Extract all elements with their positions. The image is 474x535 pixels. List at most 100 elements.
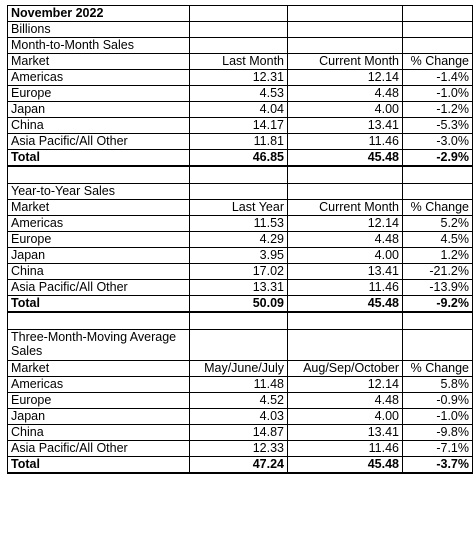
market-cell: China xyxy=(7,263,190,280)
market-cell: Asia Pacific/All Other xyxy=(7,279,190,296)
market-cell: Japan xyxy=(7,247,190,264)
value-cell: 12.14 xyxy=(287,376,403,393)
value-cell: 4.29 xyxy=(189,231,288,248)
total-label: Total xyxy=(7,456,190,474)
value-cell: 4.48 xyxy=(287,231,403,248)
total-value: 46.85 xyxy=(189,149,288,167)
column-header: Current Month xyxy=(287,53,403,70)
change-cell: -0.9% xyxy=(402,392,473,409)
value-cell: 11.46 xyxy=(287,279,403,296)
value-cell: 13.31 xyxy=(189,279,288,296)
market-cell: Americas xyxy=(7,215,190,232)
table-row: China 14.87 13.41 -9.8% xyxy=(7,424,473,441)
value-cell: 11.81 xyxy=(189,133,288,150)
market-cell: Americas xyxy=(7,376,190,393)
total-row: Total 50.09 45.48 -9.2% xyxy=(7,295,473,313)
total-change: -2.9% xyxy=(402,149,473,167)
market-cell: Europe xyxy=(7,231,190,248)
total-change: -9.2% xyxy=(402,295,473,313)
column-header: Market xyxy=(7,360,190,377)
total-label: Total xyxy=(7,149,190,167)
value-cell: 17.02 xyxy=(189,263,288,280)
table-row: Americas 12.31 12.14 -1.4% xyxy=(7,69,473,86)
column-header: Last Month xyxy=(189,53,288,70)
column-header: Market xyxy=(7,53,190,70)
value-cell: 4.52 xyxy=(189,392,288,409)
change-cell: 5.8% xyxy=(402,376,473,393)
value-cell: 13.41 xyxy=(287,117,403,134)
column-header: % Change xyxy=(402,360,473,377)
total-value: 50.09 xyxy=(189,295,288,313)
table-row: Europe 4.52 4.48 -0.9% xyxy=(7,392,473,409)
value-cell: 13.41 xyxy=(287,424,403,441)
section-heading: Year-to-Year Sales xyxy=(7,183,190,200)
change-cell: -13.9% xyxy=(402,279,473,296)
total-row: Total 46.85 45.48 -2.9% xyxy=(7,149,473,167)
change-cell: 4.5% xyxy=(402,231,473,248)
market-cell: Japan xyxy=(7,408,190,425)
total-change: -3.7% xyxy=(402,456,473,474)
market-cell: China xyxy=(7,424,190,441)
table-row: Europe 4.29 4.48 4.5% xyxy=(7,231,473,248)
change-cell: -1.0% xyxy=(402,85,473,102)
table-row: Europe 4.53 4.48 -1.0% xyxy=(7,85,473,102)
value-cell: 12.33 xyxy=(189,440,288,457)
value-cell: 11.53 xyxy=(189,215,288,232)
change-cell: -9.8% xyxy=(402,424,473,441)
market-cell: Europe xyxy=(7,392,190,409)
value-cell: 13.41 xyxy=(287,263,403,280)
value-cell: 4.48 xyxy=(287,392,403,409)
table-row: China 17.02 13.41 -21.2% xyxy=(7,263,473,280)
change-cell: 5.2% xyxy=(402,215,473,232)
value-cell: 14.87 xyxy=(189,424,288,441)
report-title: November 2022 xyxy=(7,5,190,22)
value-cell: 14.17 xyxy=(189,117,288,134)
table-row: Americas 11.48 12.14 5.8% xyxy=(7,376,473,393)
market-cell: China xyxy=(7,117,190,134)
table-row: Asia Pacific/All Other 11.81 11.46 -3.0% xyxy=(7,133,473,150)
value-cell: 4.00 xyxy=(287,101,403,118)
section-heading: Month-to-Month Sales xyxy=(7,37,190,54)
total-value: 45.48 xyxy=(287,149,403,167)
value-cell: 12.31 xyxy=(189,69,288,86)
total-value: 47.24 xyxy=(189,456,288,474)
change-cell: -3.0% xyxy=(402,133,473,150)
units-label: Billions xyxy=(7,21,190,38)
value-cell: 4.03 xyxy=(189,408,288,425)
market-cell: Japan xyxy=(7,101,190,118)
change-cell: -7.1% xyxy=(402,440,473,457)
column-header: % Change xyxy=(402,53,473,70)
change-cell: 1.2% xyxy=(402,247,473,264)
change-cell: -21.2% xyxy=(402,263,473,280)
market-cell: Asia Pacific/All Other xyxy=(7,440,190,457)
table-row: Japan 4.04 4.00 -1.2% xyxy=(7,101,473,118)
value-cell: 3.95 xyxy=(189,247,288,264)
section-heading: Three-Month-Moving Average Sales xyxy=(7,329,190,361)
value-cell: 11.48 xyxy=(189,376,288,393)
value-cell: 4.00 xyxy=(287,247,403,264)
change-cell: -1.0% xyxy=(402,408,473,425)
market-cell: Americas xyxy=(7,69,190,86)
value-cell: 4.48 xyxy=(287,85,403,102)
table-row: Japan 3.95 4.00 1.2% xyxy=(7,247,473,264)
value-cell: 11.46 xyxy=(287,133,403,150)
column-header: Current Month xyxy=(287,199,403,216)
value-cell: 4.04 xyxy=(189,101,288,118)
table-row: Americas 11.53 12.14 5.2% xyxy=(7,215,473,232)
column-header: % Change xyxy=(402,199,473,216)
table-row: Japan 4.03 4.00 -1.0% xyxy=(7,408,473,425)
value-cell: 12.14 xyxy=(287,69,403,86)
sales-report: November 2022 Billions Month-to-Month Sa… xyxy=(7,5,473,474)
change-cell: -1.4% xyxy=(402,69,473,86)
column-header: May/June/July xyxy=(189,360,288,377)
market-cell: Europe xyxy=(7,85,190,102)
value-cell: 12.14 xyxy=(287,215,403,232)
change-cell: -5.3% xyxy=(402,117,473,134)
column-header: Aug/Sep/October xyxy=(287,360,403,377)
total-row: Total 47.24 45.48 -3.7% xyxy=(7,456,473,474)
table-row: Asia Pacific/All Other 13.31 11.46 -13.9… xyxy=(7,279,473,296)
table-row: Asia Pacific/All Other 12.33 11.46 -7.1% xyxy=(7,440,473,457)
value-cell: 11.46 xyxy=(287,440,403,457)
column-header: Market xyxy=(7,199,190,216)
total-value: 45.48 xyxy=(287,295,403,313)
